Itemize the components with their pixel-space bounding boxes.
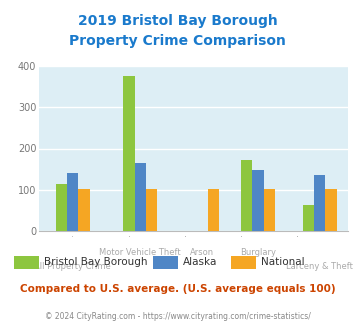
Text: Burglary: Burglary	[240, 248, 276, 257]
Bar	[208, 189, 219, 231]
Bar	[241, 160, 252, 231]
Text: Bristol Bay Borough: Bristol Bay Borough	[44, 257, 148, 267]
Text: Arson: Arson	[190, 248, 214, 257]
Bar	[135, 163, 146, 231]
Bar	[67, 173, 78, 231]
Bar	[326, 189, 337, 231]
Text: Motor Vehicle Theft: Motor Vehicle Theft	[99, 248, 181, 257]
Text: Compared to U.S. average. (U.S. average equals 100): Compared to U.S. average. (U.S. average …	[20, 284, 335, 294]
Bar	[303, 205, 314, 231]
Bar	[78, 189, 89, 231]
Text: All Property Crime: All Property Crime	[34, 262, 111, 271]
Bar	[264, 189, 275, 231]
Text: National: National	[261, 257, 305, 267]
Text: Property Crime Comparison: Property Crime Comparison	[69, 34, 286, 48]
Text: 2019 Bristol Bay Borough: 2019 Bristol Bay Borough	[78, 15, 277, 28]
Text: Alaska: Alaska	[183, 257, 217, 267]
Bar	[123, 76, 135, 231]
Text: © 2024 CityRating.com - https://www.cityrating.com/crime-statistics/: © 2024 CityRating.com - https://www.city…	[45, 312, 310, 321]
Bar	[314, 175, 326, 231]
Bar	[252, 170, 264, 231]
Text: Larceny & Theft: Larceny & Theft	[286, 262, 353, 271]
Bar	[146, 189, 157, 231]
Bar	[56, 183, 67, 231]
